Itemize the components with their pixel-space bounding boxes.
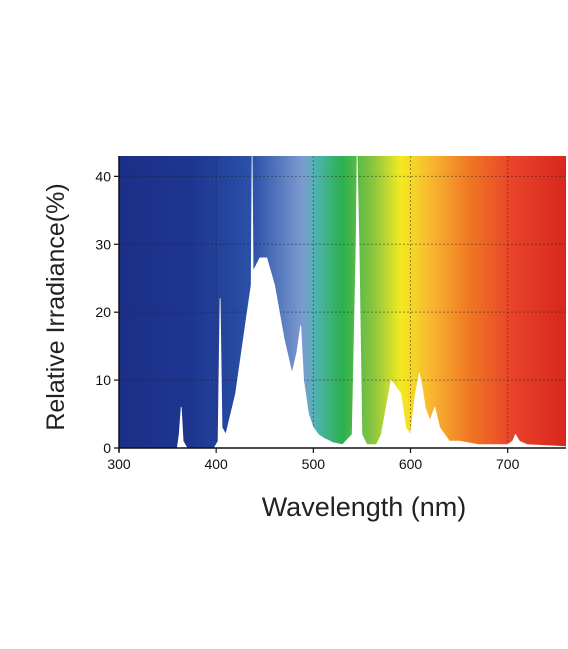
irradiance-curve xyxy=(118,155,567,449)
gridlines xyxy=(119,156,566,448)
x-tick-label: 700 xyxy=(496,456,520,472)
x-tick-label: 300 xyxy=(107,456,131,472)
y-tick-label: 30 xyxy=(95,236,111,252)
x-axis: 300 400 500 600 700 xyxy=(107,447,566,472)
y-tick-label: 0 xyxy=(103,440,111,456)
x-tick-label: 400 xyxy=(204,456,228,472)
x-axis-title: Wavelength (nm) xyxy=(262,492,467,522)
y-axis-title: Relative Irradiance(%) xyxy=(42,183,70,430)
spectrum-background xyxy=(119,156,566,448)
plot-area xyxy=(118,155,567,449)
x-tick-label: 600 xyxy=(399,456,423,472)
y-tick-label: 40 xyxy=(95,168,111,184)
x-tick-label: 500 xyxy=(302,456,326,472)
y-tick-label: 10 xyxy=(95,372,111,388)
y-tick-label: 20 xyxy=(95,304,111,320)
y-axis: 0 10 20 30 40 xyxy=(95,156,120,456)
